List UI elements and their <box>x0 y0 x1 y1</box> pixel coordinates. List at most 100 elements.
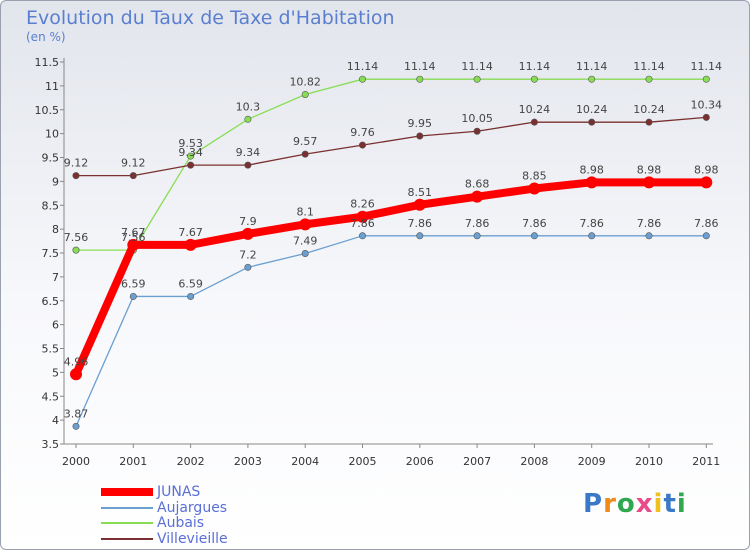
data-point-aujargues <box>358 232 366 240</box>
legend-label: JUNAS <box>157 484 201 500</box>
data-label-aujargues: 6.59 <box>178 277 203 290</box>
data-label-aubais: 11.14 <box>347 60 379 73</box>
data-point-aujargues <box>702 232 710 240</box>
data-point-junas <box>700 176 713 189</box>
data-point-aubais <box>187 152 195 160</box>
series-line-aubais <box>75 78 707 251</box>
data-label-aujargues: 7.86 <box>694 217 719 230</box>
data-label-aubais: 11.14 <box>404 60 436 73</box>
data-point-aujargues <box>645 232 653 240</box>
legend-swatch <box>101 522 153 524</box>
x-tick-label: 2003 <box>234 455 262 468</box>
proxiti-logo: Proxiti <box>583 489 687 519</box>
x-tick-label: 2008 <box>520 455 548 468</box>
data-label-aubais: 9.53 <box>178 137 203 150</box>
data-point-villevieille <box>129 172 137 180</box>
data-point-junas <box>299 218 312 231</box>
data-label-villevieille: 9.34 <box>236 146 261 159</box>
data-point-villevieille <box>187 161 195 169</box>
data-point-villevieille <box>473 127 481 135</box>
data-point-junas <box>70 368 82 381</box>
data-point-junas <box>585 176 598 189</box>
data-point-villevieille <box>301 150 309 158</box>
data-label-junas: 8.98 <box>579 163 604 176</box>
data-label-junas: 8.1 <box>296 205 314 218</box>
legend-swatch <box>101 488 153 496</box>
data-point-aujargues <box>416 232 424 240</box>
data-point-junas <box>127 238 140 251</box>
chart-subtitle: (en %) <box>26 30 66 44</box>
x-tick-label: 2001 <box>119 455 147 468</box>
data-label-aubais: 11.14 <box>576 60 608 73</box>
data-point-aubais <box>473 75 481 83</box>
y-tick-label: 6.5 <box>42 295 60 308</box>
data-point-villevieille <box>72 172 80 180</box>
chart-title: Evolution du Taux de Taxe d'Habitation <box>26 7 395 29</box>
y-tick-label: 11.5 <box>35 56 60 69</box>
data-label-aujargues: 7.86 <box>579 217 604 230</box>
data-label-villevieille: 10.24 <box>519 103 551 116</box>
data-point-aujargues <box>301 249 309 257</box>
x-tick-label: 2006 <box>406 455 434 468</box>
data-label-junas: 4.96 <box>64 355 89 368</box>
legend-swatch <box>101 537 153 540</box>
y-tick-label: 8.5 <box>42 199 60 212</box>
data-point-aujargues <box>187 292 195 300</box>
data-point-aubais <box>358 75 366 83</box>
data-label-aubais: 7.56 <box>121 231 146 244</box>
data-label-aubais: 10.3 <box>236 100 261 113</box>
y-tick-label: 5.5 <box>42 343 60 356</box>
data-point-aujargues <box>129 292 137 300</box>
data-point-junas <box>643 176 655 189</box>
data-point-junas <box>184 238 197 251</box>
data-label-aubais: 11.14 <box>633 60 665 73</box>
data-label-aubais: 10.82 <box>289 75 321 88</box>
data-point-villevieille <box>530 118 538 126</box>
data-label-aujargues: 3.87 <box>64 407 89 420</box>
data-label-junas: 8.98 <box>637 163 662 176</box>
series-line-junas <box>72 178 711 379</box>
data-label-villevieille: 9.34 <box>178 146 203 159</box>
x-tick-label: 2004 <box>291 455 319 468</box>
x-tick-label: 2002 <box>177 455 205 468</box>
data-label-aujargues: 7.86 <box>350 217 375 230</box>
data-point-aubais <box>72 246 80 254</box>
data-label-villevieille: 9.76 <box>350 126 375 139</box>
data-point-aubais <box>588 75 596 83</box>
y-tick-label: 10.5 <box>35 104 60 117</box>
y-tick-label: 4 <box>52 414 59 427</box>
data-point-aujargues <box>473 232 481 240</box>
data-label-villevieille: 10.34 <box>691 98 723 111</box>
data-point-junas <box>241 227 254 240</box>
y-tick-label: 11 <box>45 80 59 93</box>
y-tick-label: 4.5 <box>42 390 60 403</box>
data-point-villevieille <box>244 161 252 169</box>
data-point-villevieille <box>358 141 366 149</box>
data-point-aubais <box>301 90 309 98</box>
series-line-villevieille <box>75 116 707 177</box>
data-label-junas: 7.9 <box>239 215 257 228</box>
y-tick-label: 7 <box>52 271 59 284</box>
y-tick-label: 10 <box>45 128 59 141</box>
y-tick-label: 8 <box>52 223 59 236</box>
data-point-junas <box>471 190 484 203</box>
series-line-aujargues <box>75 235 707 427</box>
data-point-aubais <box>645 75 653 83</box>
y-tick-label: 7.5 <box>42 247 60 260</box>
data-point-aujargues <box>244 263 252 271</box>
data-label-junas: 7.67 <box>178 226 203 239</box>
data-point-villevieille <box>416 132 424 140</box>
data-label-junas: 7.67 <box>121 226 146 239</box>
data-label-aujargues: 6.59 <box>121 277 146 290</box>
y-tick-label: 6 <box>52 319 59 332</box>
data-label-aujargues: 7.86 <box>465 217 490 230</box>
data-point-aubais <box>702 75 710 83</box>
y-tick-label: 9.5 <box>42 152 60 165</box>
legend-swatch <box>101 506 153 509</box>
x-tick-label: 2000 <box>62 455 90 468</box>
x-tick-label: 2007 <box>463 455 491 468</box>
data-label-villevieille: 10.05 <box>461 112 493 125</box>
data-point-junas <box>356 210 369 223</box>
x-tick-label: 2010 <box>635 455 663 468</box>
data-label-junas: 8.85 <box>522 170 547 183</box>
